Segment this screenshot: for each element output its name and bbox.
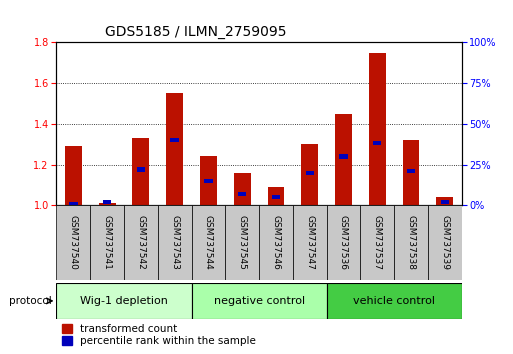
Text: GSM737537: GSM737537 — [373, 215, 382, 270]
Bar — [90, 205, 124, 280]
Bar — [394, 205, 428, 280]
Bar — [369, 53, 386, 205]
Bar — [306, 171, 314, 175]
Text: GSM737540: GSM737540 — [69, 215, 78, 270]
Bar — [301, 144, 318, 205]
Bar — [166, 93, 183, 205]
Bar — [437, 197, 453, 205]
Text: GSM737543: GSM737543 — [170, 215, 179, 270]
Text: GSM737544: GSM737544 — [204, 215, 213, 270]
Bar — [267, 187, 284, 205]
Bar — [339, 154, 348, 159]
Bar — [373, 141, 382, 145]
Bar — [234, 173, 251, 205]
Text: Wig-1 depletion: Wig-1 depletion — [80, 296, 168, 306]
Bar — [327, 283, 462, 319]
Bar — [191, 205, 225, 280]
Bar — [170, 138, 179, 142]
Bar — [272, 195, 280, 199]
Bar — [103, 200, 111, 204]
Bar — [360, 205, 394, 280]
Text: GDS5185 / ILMN_2759095: GDS5185 / ILMN_2759095 — [105, 25, 287, 39]
Bar — [98, 203, 115, 205]
Bar — [441, 200, 449, 204]
Bar — [136, 167, 145, 172]
Bar — [293, 205, 327, 280]
Text: protocol: protocol — [9, 296, 51, 306]
Bar — [335, 114, 352, 205]
Bar — [238, 192, 246, 196]
Bar — [157, 205, 191, 280]
Bar — [69, 202, 77, 206]
Text: GSM737545: GSM737545 — [238, 215, 247, 270]
Text: GSM737541: GSM737541 — [103, 215, 112, 270]
Bar — [407, 169, 415, 173]
Bar — [327, 205, 360, 280]
Text: GSM737542: GSM737542 — [136, 215, 145, 270]
Text: negative control: negative control — [213, 296, 305, 306]
Text: GSM737546: GSM737546 — [271, 215, 281, 270]
Bar — [65, 146, 82, 205]
Bar — [225, 205, 259, 280]
Text: GSM737547: GSM737547 — [305, 215, 314, 270]
Bar — [403, 140, 420, 205]
Text: vehicle control: vehicle control — [353, 296, 435, 306]
Bar — [56, 283, 191, 319]
Text: GSM737538: GSM737538 — [406, 215, 416, 270]
Bar — [56, 205, 90, 280]
Bar — [132, 138, 149, 205]
Text: GSM737536: GSM737536 — [339, 215, 348, 270]
Bar — [124, 205, 158, 280]
Legend: transformed count, percentile rank within the sample: transformed count, percentile rank withi… — [62, 324, 256, 346]
Bar — [259, 205, 293, 280]
Bar — [191, 283, 327, 319]
Text: GSM737539: GSM737539 — [440, 215, 449, 270]
Bar — [200, 156, 217, 205]
Bar — [204, 179, 212, 183]
Bar — [428, 205, 462, 280]
